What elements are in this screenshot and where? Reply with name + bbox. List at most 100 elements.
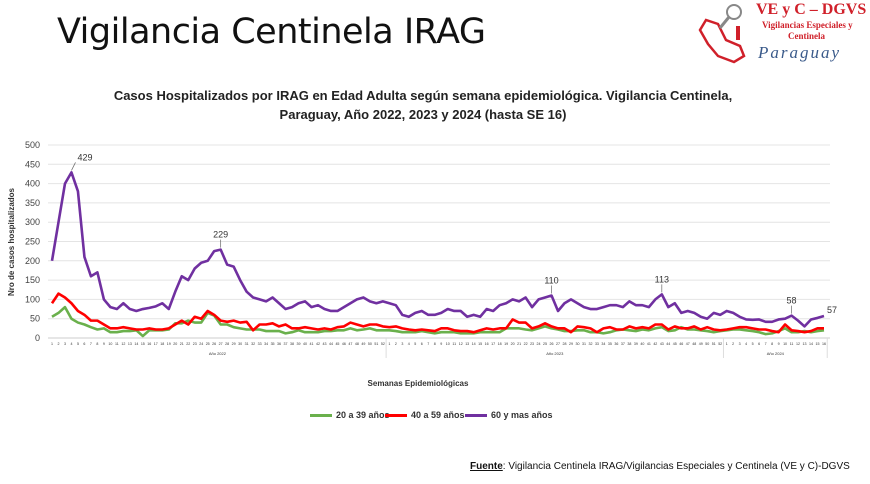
y-tick-label: 250: [25, 237, 40, 247]
x-tick-label: 2: [732, 342, 734, 346]
x-tick-label: 13: [465, 342, 469, 346]
x-tick-label: 52: [381, 342, 385, 346]
x-tick-label: 25: [206, 342, 210, 346]
x-tick-label: 28: [225, 342, 229, 346]
x-tick-label: 22: [186, 342, 190, 346]
y-tick-label: 50: [30, 314, 40, 324]
x-tick-label: 5: [752, 342, 754, 346]
x-axis-label: Semanas Epidemiológicas: [368, 379, 469, 388]
x-tick-label: 43: [322, 342, 326, 346]
x-tick-label: 15: [141, 342, 145, 346]
x-tick-label: 4: [70, 342, 72, 346]
chart-title-line1: Casos Hospitalizados por IRAG en Edad Ad…: [113, 88, 733, 103]
x-tick-label: 46: [342, 342, 346, 346]
x-tick-label: 26: [550, 342, 554, 346]
paraguay-map-icon: [698, 4, 746, 64]
x-tick-label: 45: [335, 342, 339, 346]
y-tick-label: 350: [25, 198, 40, 208]
x-tick-label: 13: [803, 342, 807, 346]
logo-line2: Vigilancias Especiales y: [762, 20, 853, 30]
legend-swatch: [465, 413, 487, 417]
x-tick-label: 16: [147, 342, 151, 346]
x-group-label: Año 2024: [767, 351, 785, 356]
x-tick-label: 7: [90, 342, 92, 346]
x-tick-label: 21: [180, 342, 184, 346]
x-tick-label: 34: [601, 342, 605, 346]
x-tick-label: 50: [368, 342, 372, 346]
x-tick-label: 19: [504, 342, 508, 346]
x-tick-label: 18: [160, 342, 164, 346]
x-tick-label: 31: [582, 342, 586, 346]
x-tick-label: 24: [537, 342, 541, 346]
legend-item: 60 y mas años: [465, 410, 553, 420]
x-tick-label: 3: [64, 342, 66, 346]
x-tick-label: 30: [238, 342, 242, 346]
logo-line1: VE y C – DGVS: [756, 1, 867, 18]
series-line-40-a-59-años: [50, 292, 824, 334]
x-tick-label: 8: [96, 342, 98, 346]
x-tick-label: 10: [108, 342, 112, 346]
x-tick-label: 21: [517, 342, 521, 346]
x-tick-label: 7: [765, 342, 767, 346]
x-tick-label: 50: [705, 342, 709, 346]
x-tick-label: 37: [284, 342, 288, 346]
x-tick-label: 7: [427, 342, 429, 346]
x-tick-label: 32: [588, 342, 592, 346]
x-tick-label: 11: [790, 342, 794, 346]
x-tick-label: 16: [485, 342, 489, 346]
y-tick-label: 150: [25, 275, 40, 285]
x-tick-label: 34: [264, 342, 268, 346]
y-axis-label: Nro de casos hospitalizados: [7, 187, 16, 296]
x-tick-label: 42: [653, 342, 657, 346]
x-tick-label: 42: [316, 342, 320, 346]
y-tick-label: 450: [25, 159, 40, 169]
x-tick-label: 41: [647, 342, 651, 346]
data-label: 429: [77, 152, 92, 162]
x-tick-label: 32: [251, 342, 255, 346]
x-tick-label: 29: [232, 342, 236, 346]
y-tick-label: 100: [25, 294, 40, 304]
x-tick-label: 14: [472, 342, 476, 346]
legend-label: 40 a 59 años: [411, 410, 465, 420]
legend-swatch: [385, 413, 407, 417]
x-tick-label: 16: [822, 342, 826, 346]
x-tick-label: 47: [686, 342, 690, 346]
x-tick-label: 23: [530, 342, 534, 346]
x-tick-label: 25: [543, 342, 547, 346]
legend-item: 40 a 59 años: [385, 410, 465, 420]
x-tick-label: 24: [199, 342, 203, 346]
y-tick-label: 0: [35, 333, 40, 343]
logo-line4: Paraguay: [758, 43, 842, 62]
x-tick-label: 13: [128, 342, 132, 346]
x-tick-label: 26: [212, 342, 216, 346]
x-tick-label: 9: [778, 342, 780, 346]
x-tick-label: 15: [816, 342, 820, 346]
x-tick-label: 31: [245, 342, 249, 346]
series-line-60-y-mas-años: [50, 171, 825, 328]
data-label: 57: [827, 305, 837, 315]
x-tick-label: 30: [575, 342, 579, 346]
legend-item: 20 a 39 años: [310, 410, 390, 420]
chart-title-line2: Paraguay, Año 2022, 2023 y 2024 (hasta S…: [279, 107, 567, 122]
page-title: Vigilancia Centinela IRAG: [57, 12, 486, 52]
x-tick-label: 10: [446, 342, 450, 346]
x-tick-label: 40: [640, 342, 644, 346]
x-tick-label: 12: [121, 342, 125, 346]
legend-label: 20 a 39 años: [336, 410, 390, 420]
x-tick-label: 36: [277, 342, 281, 346]
x-tick-label: 51: [374, 342, 378, 346]
x-tick-label: 44: [329, 342, 333, 346]
footer-text: : Vigilancia Centinela IRAG/Vigilancias …: [502, 461, 850, 472]
x-tick-label: 36: [614, 342, 618, 346]
x-tick-label: 3: [401, 342, 403, 346]
legend-swatch: [310, 413, 332, 417]
x-group-label: Año 2023: [546, 351, 564, 356]
x-tick-label: 41: [309, 342, 313, 346]
x-tick-label: 1: [726, 342, 728, 346]
x-tick-label: 5: [414, 342, 416, 346]
x-tick-label: 44: [666, 342, 670, 346]
x-tick-label: 6: [421, 342, 423, 346]
x-tick-label: 11: [452, 342, 456, 346]
x-tick-label: 48: [355, 342, 359, 346]
